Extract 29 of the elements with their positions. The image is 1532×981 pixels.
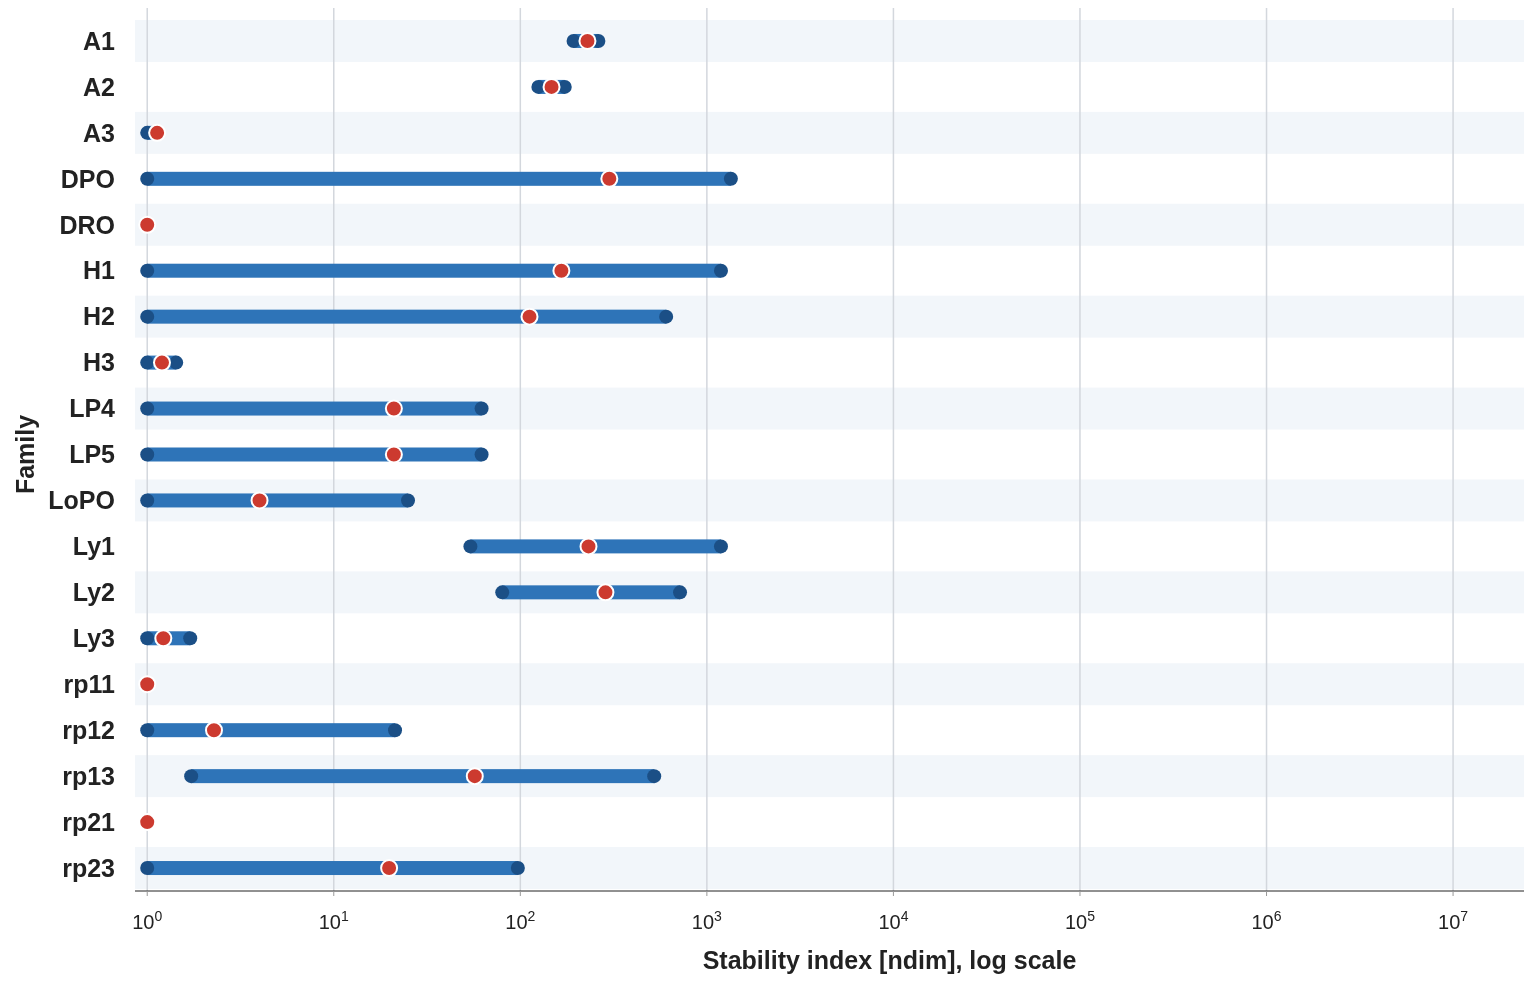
x-tick-label: 10$^{0}$ [132,908,163,933]
y-tick-label: LP4 [69,394,116,423]
y-tick-label: Ly3 [72,624,115,653]
x-tick-label: 10$^{3}$ [691,908,723,933]
y-tick-label: rp23 [62,853,115,882]
y-tick-label: rp11 [63,669,116,698]
y-axis-title: Family [11,414,39,495]
y-tick-label: A2 [83,72,115,101]
y-tick-label: DPO [60,164,115,193]
x-tick-label: 10$^{1}$ [318,908,349,933]
y-tick-label: A1 [83,26,116,55]
x-tick-label: 10$^{4}$ [878,908,909,933]
y-tick-label: rp13 [62,761,115,790]
y-tick-label: LP5 [69,440,116,469]
y-tick-label: rp12 [62,715,115,744]
y-tick-label: rp21 [62,807,116,836]
y-tick-label: Ly1 [72,532,116,561]
y-tick-label: A3 [83,118,115,147]
y-tick-label: DRO [59,210,115,239]
y-tick-label: H3 [83,348,115,377]
y-tick-label: H2 [83,302,115,331]
y-tick-label: LoPO [48,486,115,515]
x-tick-label: 10$^{5}$ [1064,908,1096,933]
y-tick-label: Ly2 [72,578,115,607]
x-tick-label: 10$^{6}$ [1251,908,1282,933]
x-axis-title: Stability index [ndim], log scale [702,946,1077,974]
x-tick-label: 10$^{7}$ [1438,908,1469,933]
x-tick-label: 10$^{2}$ [505,908,536,933]
y-tick-label: H1 [83,256,116,285]
